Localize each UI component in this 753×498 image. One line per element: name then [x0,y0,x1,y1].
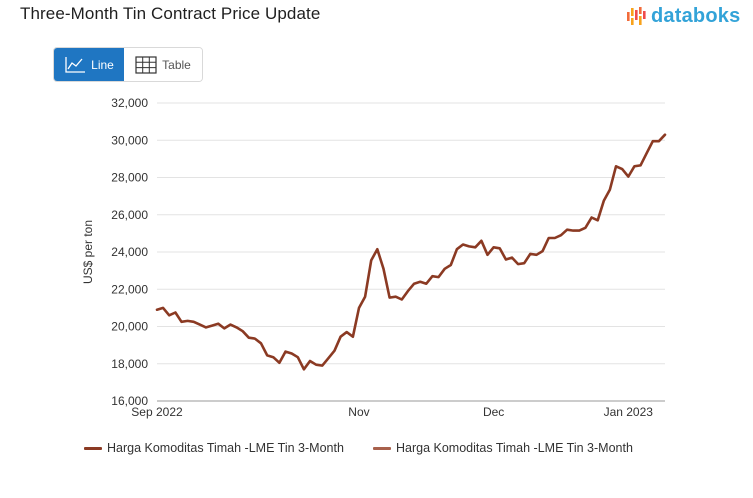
series-line-1[interactable] [155,133,667,371]
legend-swatch-1 [84,446,102,450]
x-tick-label: Sep 2022 [131,405,183,419]
x-tick-label: Jan 2023 [604,405,654,419]
y-axis-ticks: 16,000 18,000 20,000 22,000 24,000 26,000 28,0… [111,96,148,408]
legend-item-2[interactable]: Harga Komoditas Timah -LME Tin 3-Month [373,441,633,455]
series-lines [155,133,667,371]
x-tick-label: Nov [348,405,369,419]
y-tick-label: 26,000 [111,208,148,222]
databoks-logo-icon [627,7,646,25]
y-tick-label: 18,000 [111,357,148,371]
y-tick-label: 16,000 [111,394,148,408]
table-view-label: Table [162,57,191,72]
line-chart: 16,000 18,000 20,000 22,000 24,000 26,000 28,0… [81,96,667,419]
line-view-button[interactable]: Line [54,48,124,81]
databoks-logo-text: databoks [651,4,741,27]
legend-item-1[interactable]: Harga Komoditas Timah -LME Tin 3-Month [84,441,344,455]
x-axis-ticks: Sep 2022 Nov Dec Jan 2023 [131,405,653,419]
line-chart-icon [65,56,86,73]
y-tick-label: 30,000 [111,133,148,147]
legend-swatch-2 [373,446,391,450]
y-axis-label: US$ per ton [81,220,95,284]
databoks-logo[interactable]: databoks [626,4,740,28]
legend-label-2: Harga Komoditas Timah -LME Tin 3-Month [396,441,633,455]
y-tick-label: 28,000 [111,171,148,185]
gridlines [157,102,665,402]
line-view-label: Line [91,57,114,72]
chart-title: Three-Month Tin Contract Price Update [20,4,321,23]
view-toggle: Line Table [53,47,203,82]
y-tick-label: 24,000 [111,245,148,259]
y-tick-label: 20,000 [111,320,148,334]
legend-label-1: Harga Komoditas Timah -LME Tin 3-Month [107,441,344,455]
table-icon [135,55,157,74]
x-tick-label: Dec [483,405,504,419]
y-tick-label: 22,000 [111,282,148,296]
y-tick-label: 32,000 [111,96,148,110]
table-view-button[interactable]: Table [124,48,202,81]
